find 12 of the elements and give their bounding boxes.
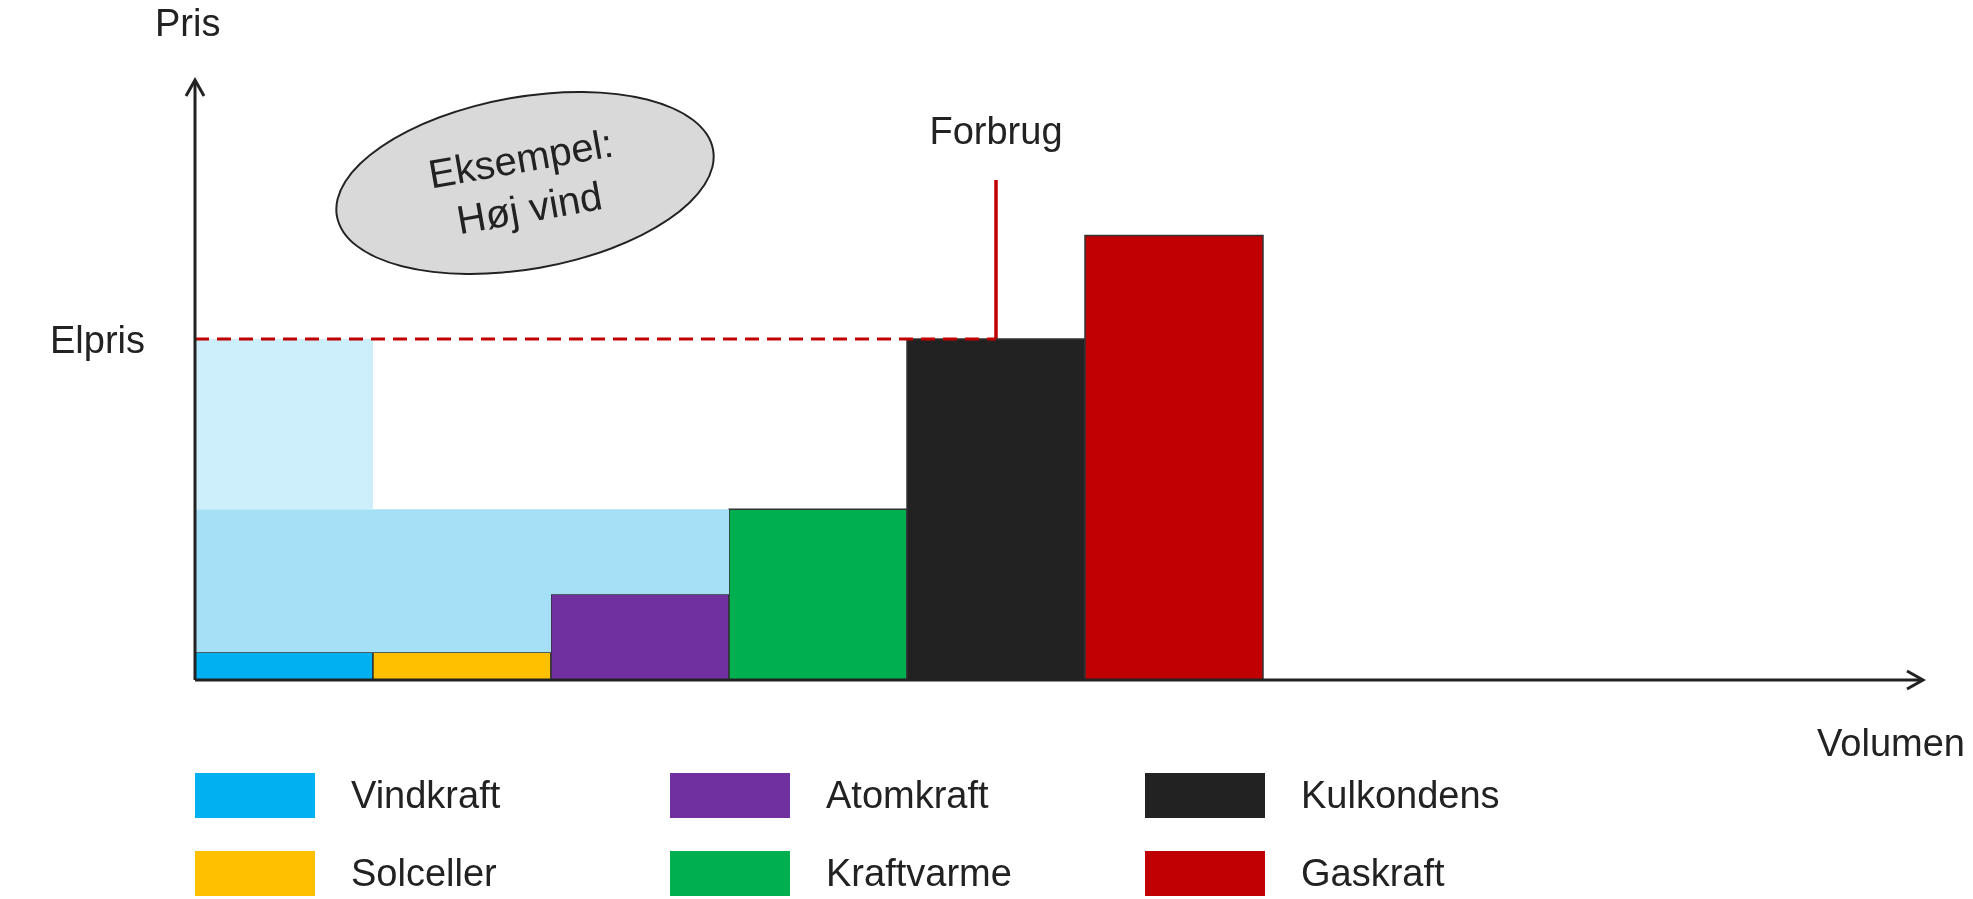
text: Volumen: [1817, 722, 1965, 765]
legend-label: Gaskraft: [1301, 851, 1445, 895]
text: Forbrug: [928, 110, 1064, 153]
legend-label: Vindkraft: [351, 773, 501, 817]
legend-label: Kulkondens: [1301, 773, 1500, 817]
legend-label: Kraftvarme: [826, 851, 1012, 895]
text: Pris: [155, 2, 221, 45]
ref-line-label: Elpris: [49, 318, 145, 361]
legend-label: Solceller: [351, 851, 497, 895]
annotation: Eksempel: Høj vind: [423, 119, 618, 244]
bar: [195, 339, 373, 510]
legend-label: Atomkraft: [826, 773, 989, 817]
